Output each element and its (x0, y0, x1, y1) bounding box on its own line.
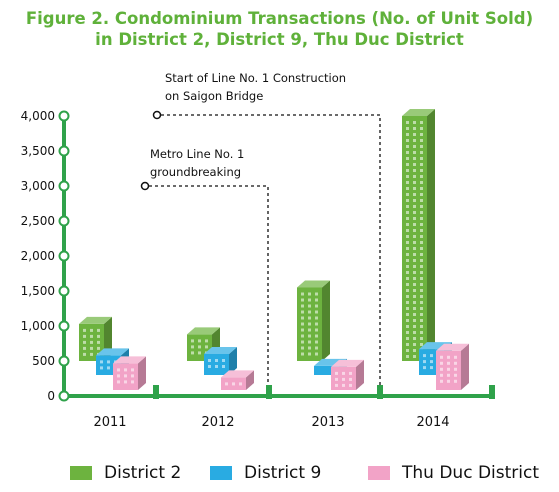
x-axis-divider (489, 385, 495, 399)
annotation-leader-construction (161, 114, 381, 385)
bar-thu-duc-district-2014 (436, 343, 469, 390)
legend-label-district-9: District 9 (244, 463, 322, 483)
annotation-text-construction-line2: on Saigon Bridge (165, 89, 263, 103)
bar-district-9-2012 (204, 347, 237, 375)
bar-thu-duc-district-2011 (113, 356, 146, 390)
y-tick-marker (58, 215, 70, 227)
y-tick-marker (58, 110, 70, 122)
y-tick-label: 500 (32, 354, 55, 368)
annotation-marker (140, 181, 150, 191)
legend-item-district-2: District 2 (70, 458, 181, 488)
x-tick-label: 2013 (311, 415, 344, 430)
legend-swatch-district-2 (70, 466, 92, 480)
y-tick-marker (58, 320, 70, 332)
legend-label-district-2: District 2 (104, 463, 182, 483)
annotation-text-metro-line1: Metro Line No. 1 (150, 147, 244, 161)
chart-title-line2: in District 2, District 9, Thu Duc Distr… (95, 30, 464, 49)
x-tick-label: 2014 (416, 415, 449, 430)
y-tick-label: 2,500 (21, 214, 55, 228)
bar-district-2-2014 (402, 109, 435, 361)
y-tick-label: 4,000 (21, 109, 55, 123)
y-tick-label: 3,000 (21, 179, 55, 193)
x-axis-divider (377, 385, 383, 399)
x-axis-divider (266, 385, 272, 399)
legend-swatch-thu-duc (368, 466, 390, 480)
y-tick-label: 2,000 (21, 249, 55, 263)
chart-title-line1: Figure 2. Condominium Transactions (No. … (25, 9, 534, 28)
bar-thu-duc-district-2012 (221, 370, 254, 390)
y-tick-label: 1,000 (21, 319, 55, 333)
chart-area: 0 500 1,000 1,500 2,000 2,500 3,000 3,500 4,000 2… (21, 71, 495, 430)
annotation-marker (152, 110, 162, 120)
y-tick-marker (58, 285, 70, 297)
legend: District 2 District 9 Thu Duc District (0, 458, 559, 488)
y-tick-marker (58, 250, 70, 262)
y-tick-marker (58, 390, 70, 402)
y-tick-label: 0 (47, 389, 55, 403)
x-axis-divider (153, 385, 159, 399)
bar-district-2-2013 (297, 280, 330, 361)
legend-item-thu-duc: Thu Duc District (368, 458, 539, 488)
y-tick-marker (58, 355, 70, 367)
annotation-text-metro-line2: groundbreaking (150, 165, 241, 179)
y-tick-marker (58, 180, 70, 192)
chart-title: Figure 2. Condominium Transactions (No. … (0, 8, 559, 50)
bar-thu-duc-district-2013 (331, 359, 364, 390)
legend-item-district-9: District 9 (210, 458, 321, 488)
annotation-text-construction-line1: Start of Line No. 1 Construction (165, 71, 346, 85)
x-tick-label: 2012 (201, 415, 234, 430)
y-tick-marker (58, 145, 70, 157)
x-tick-label: 2011 (93, 415, 126, 430)
y-tick-label: 3,500 (21, 144, 55, 158)
legend-label-thu-duc: Thu Duc District (402, 463, 540, 483)
y-tick-label: 1,500 (21, 284, 55, 298)
legend-swatch-district-9 (210, 466, 232, 480)
